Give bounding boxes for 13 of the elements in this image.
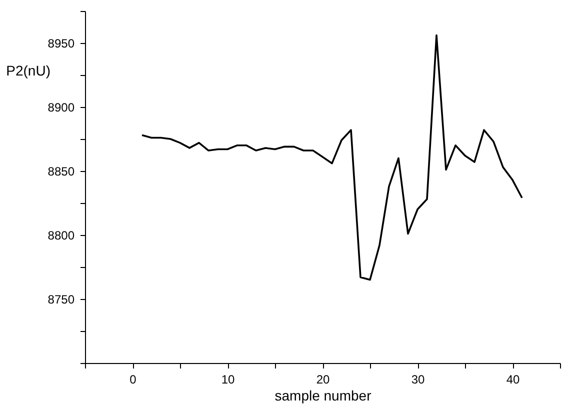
x-tick-label: 0 xyxy=(130,372,137,386)
x-tick-label: 20 xyxy=(316,372,330,386)
y-tick-label: 8850 xyxy=(48,164,75,178)
y-tick-label: 8900 xyxy=(48,100,75,114)
x-tick-label: 30 xyxy=(411,372,425,386)
x-axis-title: sample number xyxy=(274,388,372,404)
y-tick-label: 8950 xyxy=(48,36,75,50)
y-tick-label: 8750 xyxy=(48,292,75,306)
y-tick-label: 8800 xyxy=(48,228,75,242)
x-tick-label: 40 xyxy=(506,372,520,386)
y-axis-title: P2(nU) xyxy=(6,62,50,78)
line-series xyxy=(141,34,523,281)
x-tick-label: 10 xyxy=(221,372,235,386)
